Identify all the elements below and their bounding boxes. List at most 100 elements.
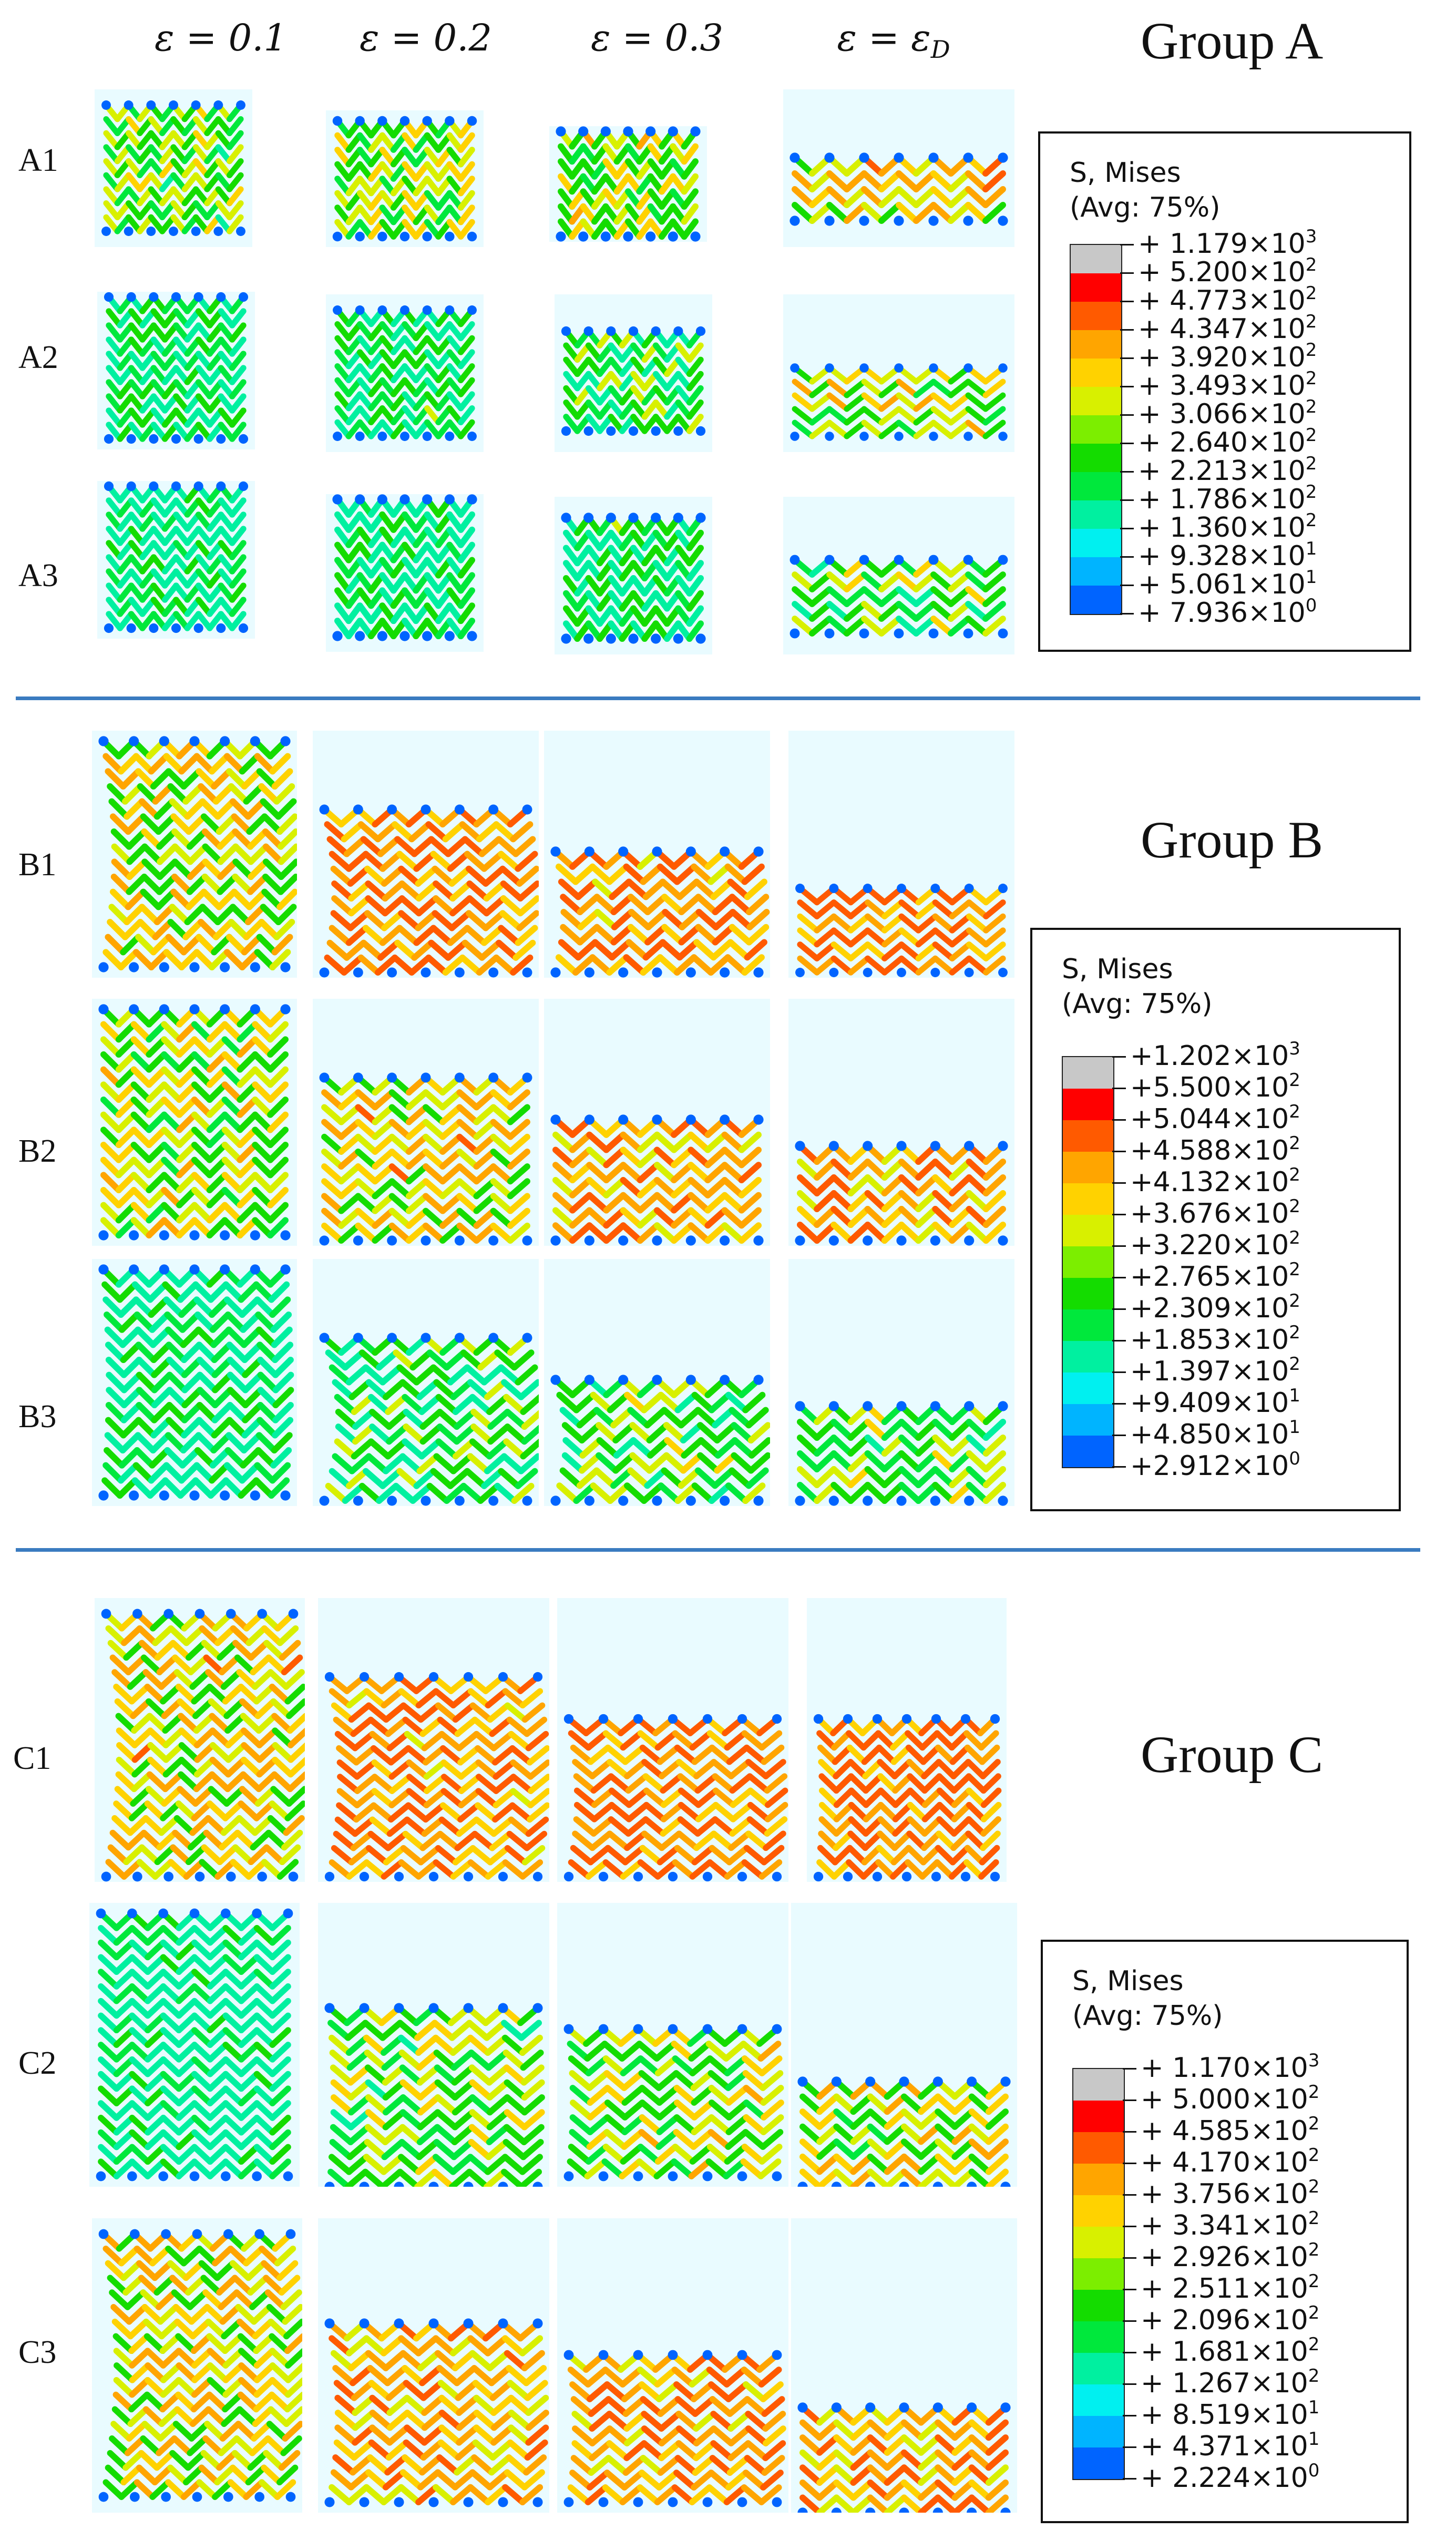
lattice-strut — [116, 1742, 138, 1763]
lattice-strut — [622, 2396, 647, 2417]
lattice-strut — [276, 888, 297, 910]
lattice-strut — [196, 2245, 218, 2267]
lattice-strut — [178, 1742, 201, 1763]
lattice-strut — [113, 2100, 136, 2121]
lattice-strut — [383, 1379, 406, 1400]
lattice-strut — [864, 1419, 888, 1441]
lattice-strut — [270, 1698, 292, 1719]
lattice-strut — [697, 1452, 721, 1474]
lattice-strut — [237, 2406, 259, 2427]
lattice-strut — [901, 2138, 925, 2160]
lattice-strut — [524, 2380, 548, 2401]
lattice-node — [897, 884, 906, 893]
lattice-strut — [467, 1379, 490, 1400]
lattice-strut — [100, 1066, 122, 1088]
lattice-strut — [417, 1845, 442, 1866]
lattice-strut — [100, 1097, 122, 1118]
lattice-strut — [451, 2064, 475, 2086]
lattice-strut — [239, 1698, 261, 1719]
lattice-strut — [173, 1669, 196, 1690]
lattice-node — [928, 555, 939, 565]
lattice-strut — [105, 2464, 127, 2486]
lattice-strut — [416, 2064, 440, 2086]
lattice-strut — [143, 2333, 166, 2354]
lattice-strut — [473, 2410, 497, 2431]
lattice-strut — [864, 1190, 888, 1212]
legend-value-mantissa: + 2.213 — [1138, 455, 1248, 487]
lattice-strut — [605, 2396, 629, 2417]
lattice-strut — [150, 1341, 172, 1363]
lattice-node — [189, 1264, 200, 1275]
lattice-strut — [590, 1482, 613, 1504]
lattice-strut — [191, 2085, 213, 2106]
lattice-strut — [405, 1193, 429, 1214]
lattice-strut — [867, 2093, 890, 2115]
lattice-strut — [570, 1845, 594, 1866]
lattice-node — [149, 434, 159, 444]
lattice-strut — [477, 1482, 501, 1504]
lattice-strut — [918, 2153, 941, 2175]
lattice-strut — [758, 2484, 782, 2505]
lattice-node — [454, 1235, 465, 1246]
lattice-node — [191, 227, 201, 236]
lattice-strut — [238, 1684, 260, 1705]
lattice-node — [598, 1714, 609, 1724]
legend-swatch — [1071, 302, 1121, 330]
lattice-strut — [131, 1281, 153, 1303]
lattice-strut — [919, 1859, 940, 1880]
lattice-strut — [621, 2381, 645, 2402]
lattice-node — [359, 2497, 370, 2507]
lattice-strut — [254, 1698, 277, 1719]
lattice-strut — [624, 1482, 648, 1504]
lattice-node — [859, 216, 869, 226]
lattice-strut — [506, 2454, 530, 2476]
lattice-strut — [948, 586, 971, 607]
lattice-strut — [641, 2425, 665, 2446]
lattice-node — [283, 2171, 293, 2181]
lattice-strut — [603, 1131, 627, 1153]
lattice-node — [563, 1871, 574, 1882]
lattice-strut — [406, 1788, 430, 1808]
lattice-strut — [604, 1845, 629, 1866]
lattice-node — [130, 2229, 140, 2239]
lattice-strut — [113, 2158, 136, 2179]
lattice-strut — [227, 1402, 249, 1423]
lattice-node — [319, 1235, 330, 1246]
lattice-strut — [146, 1187, 168, 1208]
lattice-strut — [166, 1371, 188, 1394]
lattice-strut — [115, 1066, 137, 1088]
lattice-strut — [830, 1174, 854, 1196]
lattice-node — [280, 1264, 291, 1275]
lattice-strut — [130, 1142, 152, 1163]
lattice-strut — [105, 1341, 127, 1363]
lattice-strut — [191, 1036, 213, 1058]
lattice-strut — [208, 1786, 230, 1807]
lattice-strut — [102, 1296, 125, 1318]
lattice-strut — [982, 170, 1006, 192]
lattice-strut — [968, 2464, 992, 2486]
lattice-strut — [867, 2153, 890, 2175]
lattice-strut — [388, 1104, 412, 1125]
lattice-strut — [985, 2153, 1009, 2175]
lattice-strut — [109, 2435, 131, 2456]
lattice-strut — [915, 913, 938, 934]
lattice-strut — [193, 753, 216, 775]
lattice-strut — [392, 821, 415, 843]
lattice-strut — [966, 1174, 989, 1196]
lattice-strut — [381, 2154, 404, 2175]
lattice-node — [283, 1908, 293, 1919]
lattice-strut — [758, 2055, 783, 2076]
lattice-strut — [141, 2421, 163, 2442]
lattice-strut — [799, 2108, 823, 2130]
legend-tick — [1120, 272, 1134, 274]
lattice-strut — [205, 2318, 228, 2340]
lattice-strut — [132, 949, 155, 970]
lattice-strut — [949, 1482, 972, 1504]
lattice-strut — [382, 2064, 406, 2086]
lattice-node — [104, 292, 114, 302]
lattice-strut — [416, 2050, 440, 2071]
lattice-strut — [160, 1684, 182, 1705]
lattice-node — [824, 628, 835, 639]
lattice-node — [863, 1496, 873, 1506]
lattice-strut — [515, 851, 538, 872]
